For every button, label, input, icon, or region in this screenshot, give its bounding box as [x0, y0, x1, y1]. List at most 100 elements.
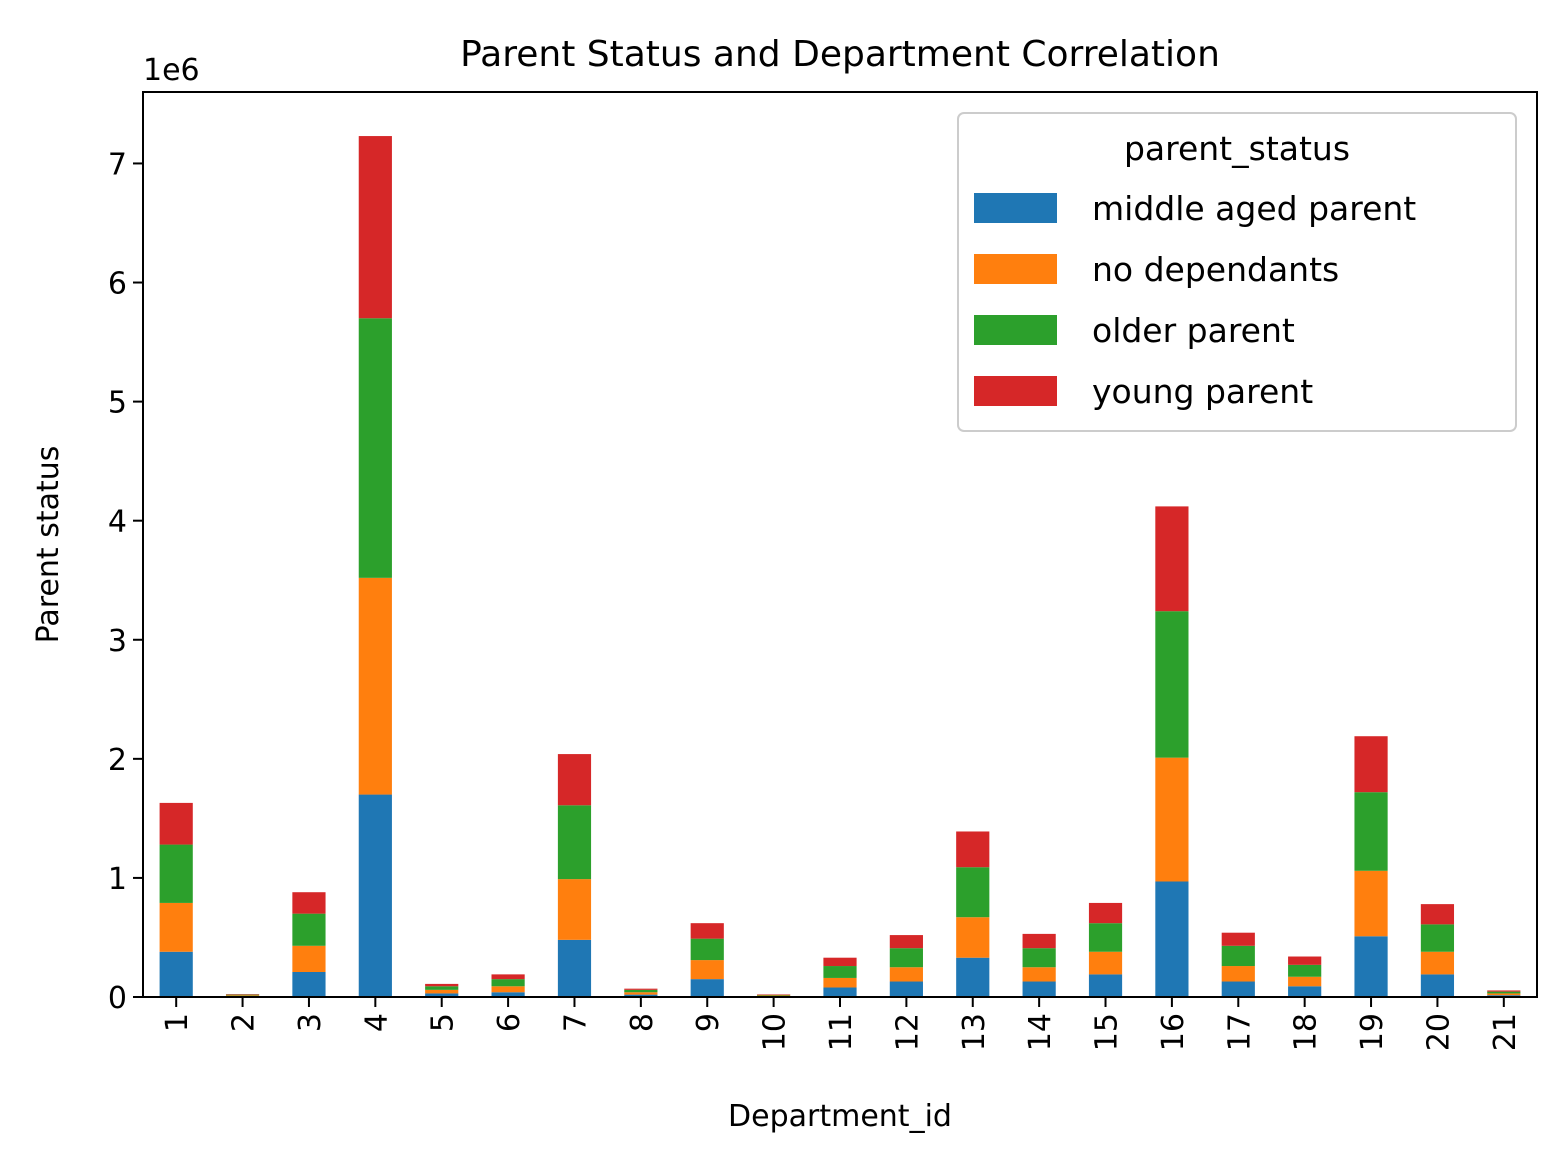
- x-tick-label: 13: [957, 1013, 992, 1051]
- bar-20-middle-aged-parent: [1420, 974, 1455, 997]
- bar-13-young-parent: [956, 831, 990, 868]
- bar-4-young-parent: [358, 136, 392, 319]
- y-tick-label: 0: [108, 981, 127, 1016]
- bar-19-no-dependants: [1354, 870, 1388, 937]
- bar-16-older-parent: [1155, 611, 1189, 758]
- bar-12-young-parent: [889, 935, 923, 949]
- bar-17-older-parent: [1221, 945, 1255, 967]
- bar-6-older-parent: [491, 979, 525, 987]
- legend-title: parent_status: [1124, 129, 1350, 168]
- y-tick-label: 3: [108, 624, 127, 659]
- legend-items: middle aged parent no dependants older par…: [974, 189, 1416, 411]
- bar-5-middle-aged-parent: [425, 993, 459, 997]
- bar-17-middle-aged-parent: [1221, 981, 1255, 997]
- bar-13-older-parent: [956, 867, 990, 918]
- bar-19-middle-aged-parent: [1354, 936, 1388, 997]
- bar-8-older-parent: [624, 989, 658, 993]
- bar-11-young-parent: [823, 957, 857, 967]
- bar-7-young-parent: [557, 754, 592, 806]
- bar-1-no-dependants: [159, 902, 193, 952]
- x-tick-label: 16: [1156, 1013, 1191, 1051]
- bar-8-young-parent: [624, 988, 658, 990]
- bar-21-older-parent: [1487, 991, 1521, 994]
- bar-21-no-dependants: [1487, 993, 1521, 996]
- y-tick-label: 1: [108, 862, 127, 897]
- bar-15-older-parent: [1088, 923, 1123, 952]
- bar-5-no-dependants: [425, 989, 459, 994]
- legend-swatch-no-dependants: [974, 254, 1057, 284]
- bar-9-young-parent: [690, 923, 724, 939]
- bar-4-older-parent: [358, 318, 392, 578]
- legend-label: no dependants: [1092, 250, 1339, 289]
- y-tick-label: 4: [108, 505, 127, 540]
- x-ticks-group: 1 2 3 4 5 6 7 8 9 10 11 12 13 14 15 16 17 18 19 20 21: [160, 997, 1523, 1051]
- x-tick-label: 12: [890, 1013, 925, 1051]
- bar-6-no-dependants: [491, 986, 525, 993]
- legend-label: young parent: [1092, 372, 1313, 411]
- x-tick-label: 9: [691, 1013, 726, 1032]
- bar-3-middle-aged-parent: [292, 971, 326, 997]
- bar-3-older-parent: [292, 913, 326, 946]
- x-tick-label: 21: [1488, 1013, 1523, 1051]
- bar-3-no-dependants: [292, 945, 326, 972]
- bar-19-young-parent: [1354, 736, 1388, 793]
- bar-19-older-parent: [1354, 792, 1388, 871]
- bar-9-older-parent: [690, 938, 724, 961]
- y-tick-label: 2: [108, 743, 127, 778]
- chart-title: Parent Status and Department Correlation: [460, 34, 1220, 75]
- bar-6-young-parent: [491, 974, 525, 980]
- bar-11-no-dependants: [823, 977, 857, 988]
- bar-1-young-parent: [159, 802, 193, 845]
- bar-2-no-dependants: [225, 995, 260, 997]
- bar-10-no-dependants: [757, 995, 791, 997]
- bar-9-middle-aged-parent: [690, 979, 724, 997]
- bar-5-young-parent: [425, 983, 459, 987]
- bar-11-older-parent: [823, 966, 857, 978]
- bar-18-middle-aged-parent: [1288, 986, 1322, 997]
- bar-7-older-parent: [557, 805, 592, 880]
- bar-12-middle-aged-parent: [889, 981, 923, 997]
- bar-15-no-dependants: [1088, 951, 1123, 975]
- x-tick-label: 20: [1421, 1013, 1456, 1051]
- bar-11-middle-aged-parent: [823, 987, 857, 997]
- bar-16-young-parent: [1155, 506, 1189, 612]
- y-offset-label: 1e6: [143, 53, 200, 88]
- bar-16-no-dependants: [1155, 757, 1189, 882]
- bar-3-young-parent: [292, 892, 326, 914]
- bar-8-middle-aged-parent: [624, 994, 658, 997]
- bar-14-young-parent: [1022, 933, 1056, 949]
- y-ticks-group: 0 1 2 3 4 5 6 7: [108, 147, 143, 1016]
- bar-16-middle-aged-parent: [1155, 881, 1189, 997]
- x-tick-label: 6: [492, 1013, 527, 1032]
- x-tick-label: 3: [293, 1013, 328, 1032]
- x-tick-label: 5: [426, 1013, 461, 1032]
- x-tick-label: 8: [625, 1013, 660, 1032]
- bar-21-young-parent: [1487, 990, 1521, 992]
- y-tick-label: 6: [108, 267, 127, 302]
- bar-20-older-parent: [1420, 924, 1455, 952]
- legend-swatch-middle-aged-parent: [974, 193, 1057, 223]
- bar-13-middle-aged-parent: [956, 957, 990, 997]
- bar-9-no-dependants: [690, 960, 724, 980]
- plot-frame: [142, 91, 1538, 998]
- x-tick-label: 1: [160, 1013, 195, 1032]
- legend-label: middle aged parent: [1092, 189, 1416, 228]
- bar-6-middle-aged-parent: [491, 992, 525, 997]
- x-tick-label: 2: [227, 1013, 262, 1032]
- x-tick-label: 18: [1289, 1013, 1324, 1051]
- y-axis-label: Parent status: [31, 446, 66, 644]
- bar-13-no-dependants: [956, 917, 990, 958]
- bar-20-young-parent: [1420, 904, 1455, 925]
- x-tick-label: 10: [758, 1013, 793, 1051]
- bar-15-middle-aged-parent: [1088, 974, 1123, 997]
- bar-4-middle-aged-parent: [358, 794, 392, 997]
- legend: parent_status middle aged parent no depen…: [957, 112, 1517, 432]
- bar-7-no-dependants: [557, 879, 592, 940]
- x-tick-label: 11: [824, 1013, 859, 1051]
- bar-17-young-parent: [1221, 932, 1255, 946]
- x-tick-label: 15: [1090, 1013, 1125, 1051]
- x-axis-label: Department_id: [728, 1099, 952, 1134]
- bar-18-older-parent: [1288, 964, 1322, 977]
- legend-box: [957, 112, 1517, 432]
- bar-17-no-dependants: [1221, 966, 1255, 982]
